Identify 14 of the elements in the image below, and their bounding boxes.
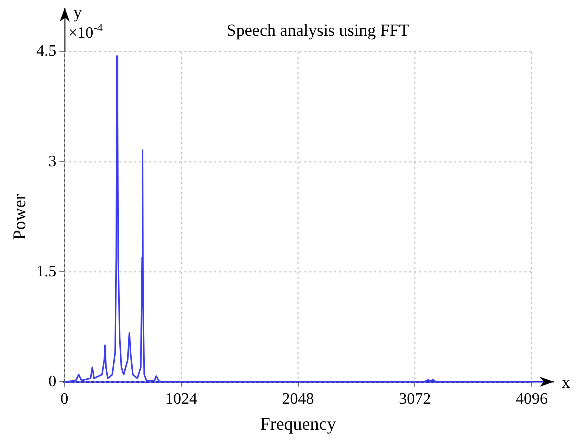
x-tick-label: 4096 bbox=[516, 391, 548, 408]
y-tick-label: 3 bbox=[48, 153, 57, 170]
x-tick-label: 3072 bbox=[399, 391, 432, 408]
x-tick-label: 1024 bbox=[165, 391, 198, 408]
x-axis-title: Frequency bbox=[260, 414, 336, 434]
x-tick-label: 0 bbox=[60, 391, 69, 408]
y-tick-label: 0 bbox=[48, 373, 57, 390]
chart-title: Speech analysis using FFT bbox=[226, 21, 410, 40]
text: x bbox=[562, 373, 571, 392]
x-tick-label: 2048 bbox=[282, 391, 314, 408]
y-axis-title: Power bbox=[10, 194, 30, 240]
y-tick-label: 1.5 bbox=[36, 263, 57, 280]
text: y bbox=[74, 3, 83, 22]
y-tick-label: 4.5 bbox=[36, 43, 57, 60]
